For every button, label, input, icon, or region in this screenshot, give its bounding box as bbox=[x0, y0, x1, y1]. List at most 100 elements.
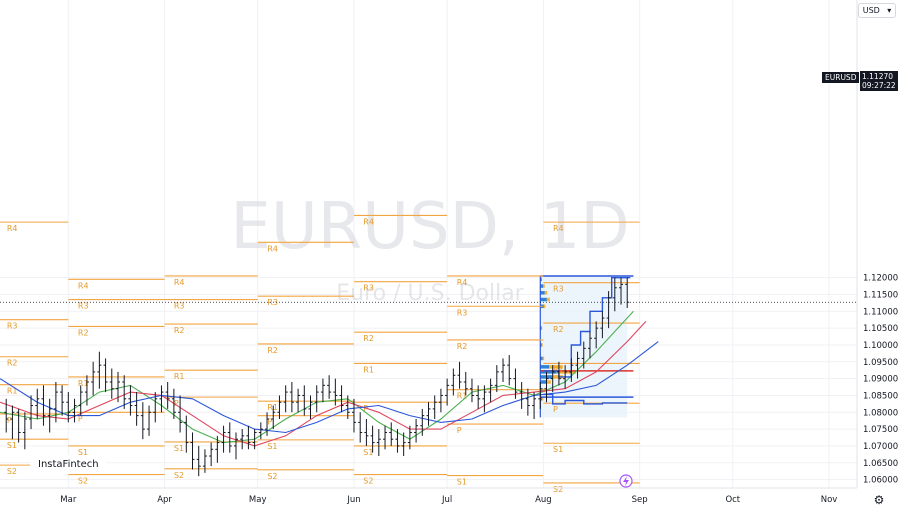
pivot-label: S2 bbox=[267, 472, 277, 481]
currency-button[interactable]: USD ▾ bbox=[858, 3, 896, 18]
candle bbox=[519, 381, 524, 409]
pivot-label: R1 bbox=[267, 403, 278, 412]
candle bbox=[606, 291, 611, 329]
profile-bar-orange bbox=[543, 304, 546, 309]
candle bbox=[507, 355, 512, 386]
profile-bar-blue bbox=[540, 343, 542, 347]
pivot-label: R1 bbox=[174, 372, 185, 381]
pivot-label: S1 bbox=[267, 442, 277, 451]
candle bbox=[587, 331, 592, 359]
candle bbox=[476, 385, 481, 409]
profile-bar-blue bbox=[540, 297, 547, 302]
profile-bar-orange bbox=[546, 380, 551, 384]
pivot-label: S2 bbox=[174, 471, 184, 480]
candle bbox=[383, 425, 388, 450]
event-marker[interactable] bbox=[619, 474, 633, 488]
pivot-label: P bbox=[457, 426, 462, 435]
candle bbox=[314, 385, 319, 413]
profile-bar-blue bbox=[540, 397, 543, 401]
y-tick-label: 1.08500 bbox=[863, 391, 898, 401]
candle bbox=[327, 375, 332, 399]
candle bbox=[594, 321, 599, 349]
candle bbox=[401, 432, 406, 457]
candle bbox=[277, 395, 282, 420]
candle bbox=[619, 277, 624, 305]
candle bbox=[358, 412, 363, 443]
watermark: EURUSD, 1D Euro / U.S. Dollar bbox=[230, 190, 629, 306]
candle bbox=[389, 422, 394, 446]
candle bbox=[103, 358, 108, 393]
pivot-label: R4 bbox=[363, 217, 374, 226]
candle bbox=[494, 365, 499, 393]
candle bbox=[457, 361, 462, 389]
y-tick-label: 1.09000 bbox=[863, 375, 898, 385]
pivot-label: S1 bbox=[7, 441, 17, 450]
pivot-label: S1 bbox=[457, 478, 467, 487]
pivot-label: R2 bbox=[78, 328, 89, 337]
candle bbox=[60, 385, 65, 416]
y-tick-label: 1.07500 bbox=[863, 425, 898, 435]
candle bbox=[10, 405, 15, 440]
candle bbox=[563, 365, 568, 389]
candle bbox=[296, 388, 301, 413]
candle bbox=[209, 442, 214, 467]
pivot-label: R3 bbox=[7, 322, 18, 331]
candle bbox=[240, 429, 245, 450]
candle bbox=[246, 425, 251, 450]
profile-bar-blue bbox=[540, 291, 545, 295]
profile-bar-blue bbox=[540, 388, 544, 393]
pivot-label: R4 bbox=[174, 278, 185, 287]
pivot-label: P bbox=[7, 416, 12, 425]
pivot-label: R3 bbox=[363, 284, 374, 293]
candle bbox=[252, 429, 257, 450]
y-tick-label: 1.10000 bbox=[863, 341, 898, 351]
candle bbox=[196, 445, 201, 477]
pivot-label: R3 bbox=[174, 302, 185, 311]
pivot-label: R3 bbox=[553, 285, 564, 294]
candles bbox=[4, 277, 630, 477]
profile-bar-orange bbox=[546, 297, 550, 302]
candle bbox=[53, 381, 58, 423]
candle bbox=[128, 385, 133, 416]
profile-bar-blue bbox=[540, 277, 542, 282]
pivot-label: S2 bbox=[363, 477, 373, 486]
pivot-label: S2 bbox=[78, 477, 88, 486]
candle bbox=[109, 368, 114, 399]
pivot-label: P bbox=[78, 414, 83, 423]
candle bbox=[432, 395, 437, 420]
candle bbox=[178, 395, 183, 433]
candle bbox=[165, 381, 170, 409]
pivot-label: R1 bbox=[457, 392, 468, 401]
time-axis[interactable]: Mar Apr May Jun Jul Aug Sep Oct Nov bbox=[0, 487, 857, 505]
pivot-label: P bbox=[553, 405, 558, 414]
x-tick-label: Nov bbox=[821, 495, 838, 505]
candle bbox=[575, 351, 580, 379]
x-tick-label: Aug bbox=[535, 495, 552, 505]
gear-icon[interactable]: ⚙ bbox=[873, 493, 885, 507]
pivot-label: P bbox=[363, 404, 368, 413]
pivot-label: R1 bbox=[553, 365, 564, 374]
candle bbox=[72, 398, 77, 423]
candle bbox=[420, 408, 425, 436]
price-axis[interactable]: 1.12000 1.11500 1.11000 1.10500 1.10000 1.095… bbox=[856, 0, 898, 488]
y-tick-label: 1.06500 bbox=[863, 459, 898, 469]
profile-bar-orange bbox=[542, 397, 544, 401]
profile-bar-blue bbox=[540, 365, 550, 369]
candle bbox=[29, 395, 34, 430]
candle bbox=[525, 388, 530, 416]
pivot-label: R2 bbox=[457, 342, 468, 351]
candle bbox=[451, 368, 456, 396]
symbol-price-tag: EURUSD bbox=[822, 72, 860, 83]
pivot-label: R3 bbox=[78, 302, 89, 311]
candle bbox=[339, 385, 344, 413]
last-price-tag: 1.11270 09:27:22 bbox=[860, 71, 898, 91]
pivot-label: S1 bbox=[78, 448, 88, 457]
candle bbox=[345, 395, 350, 420]
y-tick-label: 1.07000 bbox=[863, 442, 898, 452]
pivot-label: R2 bbox=[553, 325, 564, 334]
candle bbox=[35, 388, 40, 420]
candle bbox=[370, 425, 375, 453]
candle bbox=[190, 432, 195, 470]
candle bbox=[153, 392, 158, 423]
